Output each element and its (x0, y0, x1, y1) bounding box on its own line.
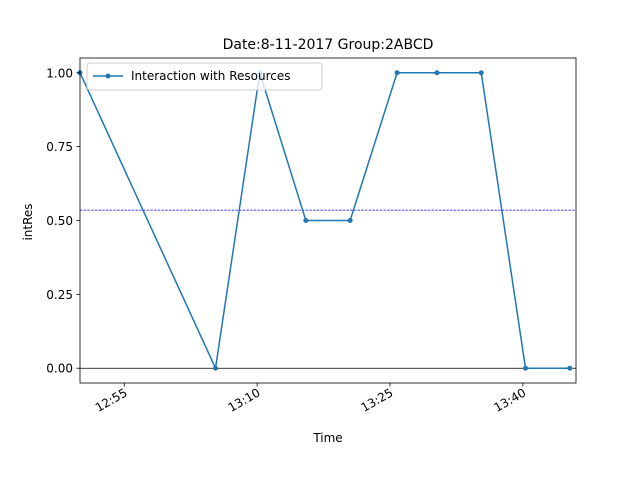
data-point (434, 70, 440, 76)
data-point (523, 365, 529, 371)
y-tick-label: 0.25 (46, 288, 73, 302)
y-tick-label: 0.00 (46, 362, 73, 376)
legend-box (86, 62, 323, 91)
legend-entry-label: Interaction with Resources (131, 69, 290, 83)
data-point (303, 218, 309, 223)
legend-marker (105, 73, 111, 79)
data-point (567, 365, 573, 371)
data-point (213, 365, 219, 371)
y-axis-label: intRes (21, 203, 35, 240)
y-tick-label: 0.75 (46, 140, 73, 154)
chart-title: Date:8-11-2017 Group:2ABCD (223, 37, 434, 53)
data-point (347, 218, 353, 223)
data-point (478, 70, 484, 76)
legend: Interaction with Resources (86, 62, 323, 91)
series-line-0 (79, 72, 570, 369)
y-tick-label: 0.50 (46, 214, 73, 228)
x-axis-label: Time (312, 431, 342, 445)
y-tick-label: 1.00 (46, 66, 73, 80)
data-point (394, 70, 400, 76)
